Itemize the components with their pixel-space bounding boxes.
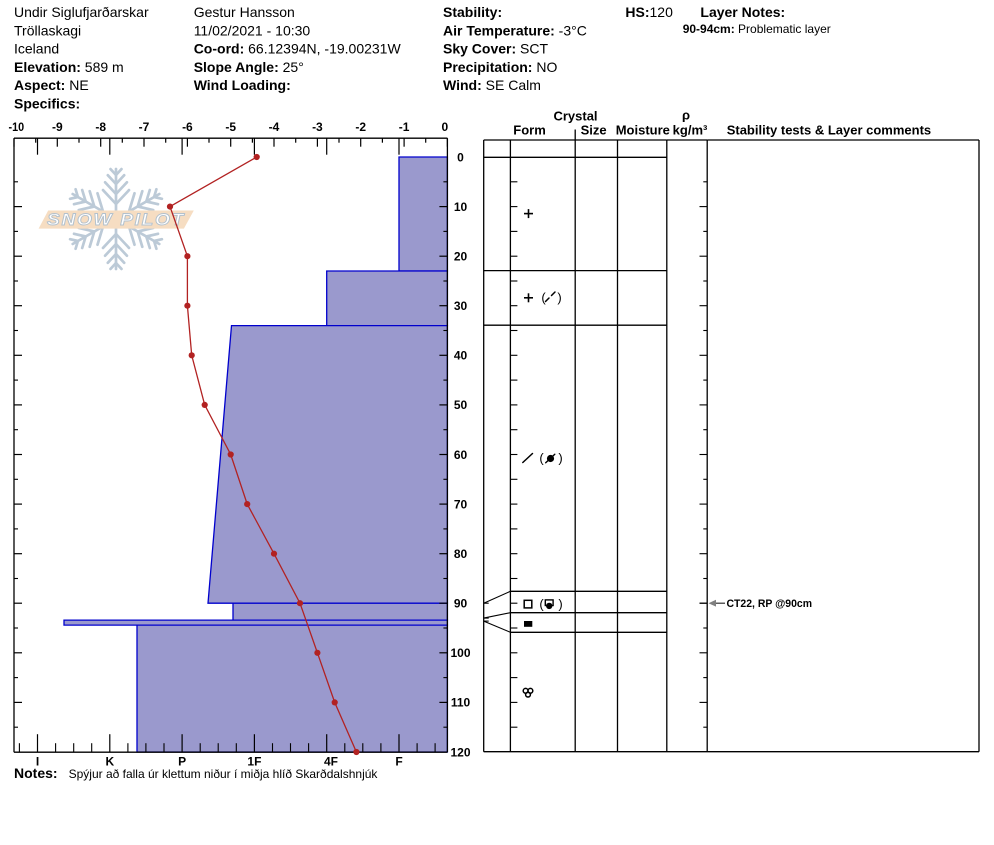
svg-text:10: 10: [454, 200, 468, 214]
svg-text:I: I: [36, 755, 39, 769]
svg-text:Air Temperature: -3°C: Air Temperature: -3°C: [443, 22, 587, 38]
svg-text:-5: -5: [225, 120, 236, 134]
svg-text:P: P: [178, 755, 186, 769]
svg-text:Undir Siglufjarðarskar: Undir Siglufjarðarskar: [14, 4, 149, 20]
svg-text:Crystal: Crystal: [553, 109, 597, 124]
svg-text:-10: -10: [9, 120, 25, 134]
svg-text:ρ: ρ: [682, 108, 690, 123]
svg-text:Tröllaskagi: Tröllaskagi: [14, 22, 81, 38]
svg-text:-3: -3: [312, 120, 323, 134]
svg-text:): ): [558, 597, 562, 612]
svg-text:40: 40: [454, 349, 468, 363]
svg-text:11/02/2021 - 10:30: 11/02/2021 - 10:30: [194, 22, 311, 38]
svg-text:(: (: [541, 290, 546, 305]
svg-text:110: 110: [451, 696, 471, 710]
svg-text:30: 30: [454, 299, 468, 313]
svg-text:120: 120: [450, 745, 470, 759]
svg-text:Co-ord: 66.12394N, -19.00231W: Co-ord: 66.12394N, -19.00231W: [194, 41, 402, 57]
svg-text:Stability tests & Layer commen: Stability tests & Layer comments: [727, 123, 931, 138]
svg-text:-2: -2: [355, 120, 366, 134]
svg-text:-1: -1: [399, 120, 410, 134]
svg-text:90: 90: [454, 597, 468, 611]
svg-text:SNOW PILOT: SNOW PILOT: [47, 210, 185, 229]
svg-text:Stability:: Stability:: [443, 4, 502, 20]
svg-text:Sky Cover: SCT: Sky Cover: SCT: [443, 41, 548, 57]
svg-text:Aspect: NE: Aspect: NE: [14, 77, 89, 93]
svg-text:Notes:: Notes:: [14, 765, 58, 781]
svg-text:Form: Form: [513, 123, 546, 138]
svg-text:): ): [558, 451, 562, 466]
svg-text:Gestur Hansson: Gestur Hansson: [194, 4, 295, 20]
svg-text:-7: -7: [139, 120, 150, 134]
svg-text:Wind Loading:: Wind Loading:: [194, 77, 291, 93]
svg-text:0: 0: [442, 120, 449, 134]
svg-text:1F: 1F: [247, 755, 261, 769]
svg-text:): ): [557, 290, 561, 305]
svg-text:0: 0: [457, 150, 464, 164]
svg-text:K: K: [105, 755, 114, 769]
svg-text:80: 80: [454, 547, 468, 561]
svg-text:Moisture: Moisture: [616, 123, 670, 138]
svg-text:Slope Angle: 25°: Slope Angle: 25°: [194, 59, 304, 75]
svg-text:Iceland: Iceland: [14, 41, 59, 57]
svg-text:(: (: [539, 451, 544, 466]
svg-text:100: 100: [450, 646, 470, 660]
svg-text:90-94cm: Problematic layer: 90-94cm: Problematic layer: [683, 22, 831, 36]
svg-text:Size: Size: [581, 123, 607, 138]
svg-text:50: 50: [454, 398, 468, 412]
svg-text:70: 70: [454, 497, 468, 511]
svg-text:Spýjur að falla úr klettum nið: Spýjur að falla úr klettum niður í miðja…: [69, 767, 379, 781]
svg-text:-4: -4: [269, 120, 280, 134]
svg-text:-9: -9: [52, 120, 63, 134]
svg-text:Elevation: 589 m: Elevation: 589 m: [14, 59, 124, 75]
svg-text:20: 20: [454, 250, 468, 264]
svg-text:F: F: [395, 755, 402, 769]
svg-text:Precipitation: NO: Precipitation: NO: [443, 59, 557, 75]
svg-text:-6: -6: [182, 120, 193, 134]
svg-text:-8: -8: [95, 120, 106, 134]
svg-text:Layer Notes:: Layer Notes:: [700, 4, 785, 20]
svg-text:CT22, RP @90cm: CT22, RP @90cm: [727, 598, 813, 610]
svg-text:Specifics:: Specifics:: [14, 96, 80, 112]
svg-text:4F: 4F: [324, 755, 338, 769]
svg-text:Wind: SE Calm: Wind: SE Calm: [443, 77, 541, 93]
svg-text:(: (: [539, 597, 544, 612]
svg-text:kg/m³: kg/m³: [673, 123, 708, 138]
svg-text:60: 60: [454, 448, 468, 462]
svg-text:HS:120: HS:120: [625, 4, 673, 20]
